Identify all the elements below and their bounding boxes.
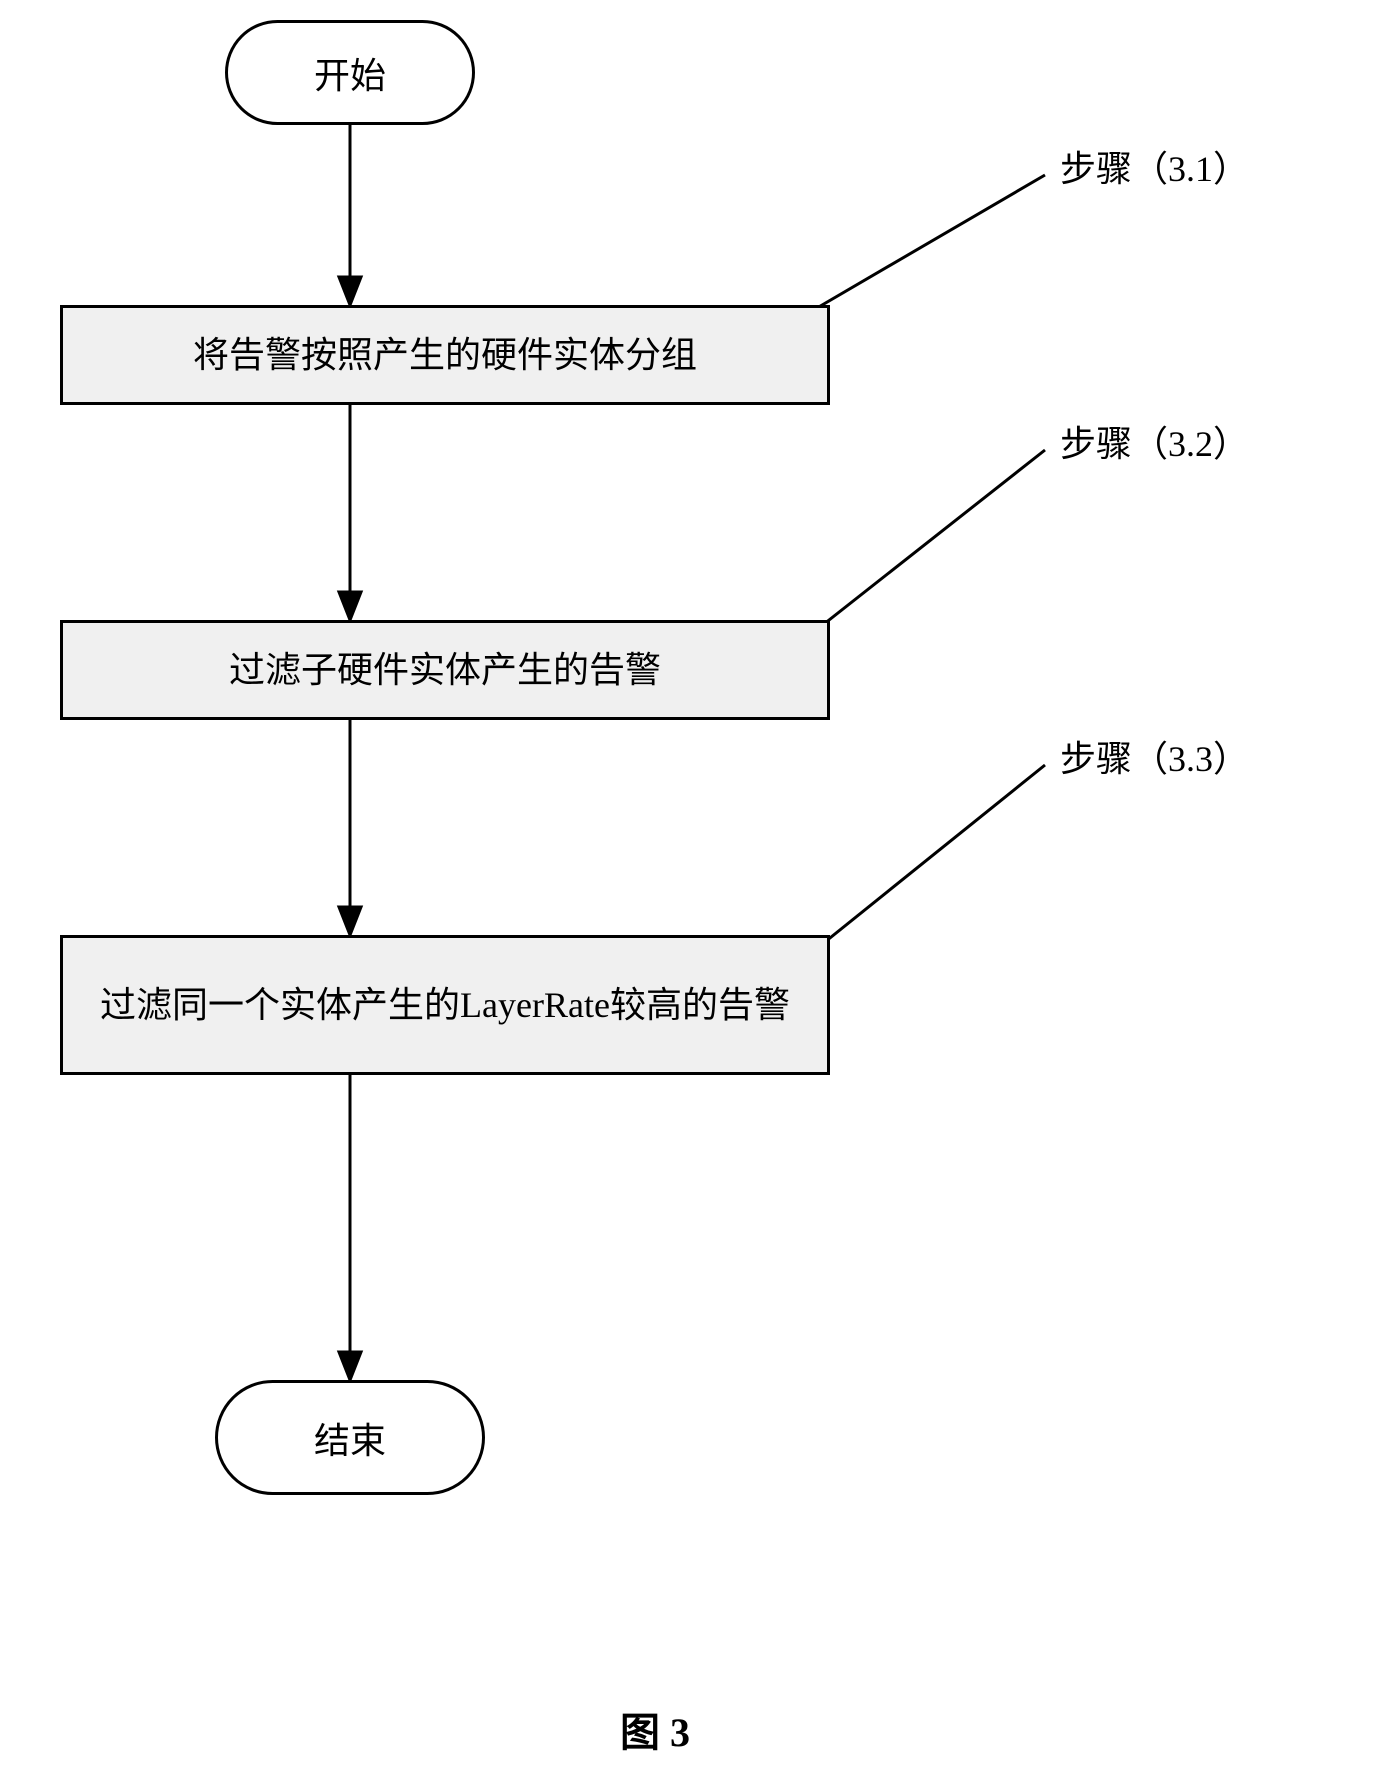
- start-label: 开始: [314, 47, 386, 99]
- diagram-canvas: 开始 将告警按照产生的硬件实体分组 过滤子硬件实体产生的告警 过滤同一个实体产生…: [0, 0, 1392, 1786]
- start-terminator: 开始: [225, 20, 475, 125]
- step-label-3-1: 步骤（3.1）: [1060, 140, 1249, 192]
- step-label-3-2: 步骤（3.2）: [1060, 415, 1249, 467]
- end-terminator: 结束: [215, 1380, 485, 1495]
- end-label: 结束: [314, 1412, 386, 1464]
- process-2-text: 过滤子硬件实体产生的告警: [229, 643, 661, 697]
- process-3-text: 过滤同一个实体产生的LayerRate较高的告警: [100, 978, 790, 1032]
- process-group-by-hardware: 将告警按照产生的硬件实体分组: [60, 305, 830, 405]
- process-1-text: 将告警按照产生的硬件实体分组: [193, 328, 697, 382]
- figure-caption: 图 3: [620, 1700, 690, 1758]
- step-label-3-3: 步骤（3.3）: [1060, 730, 1249, 782]
- connector-layer: [0, 0, 1392, 1786]
- process-filter-child-hardware: 过滤子硬件实体产生的告警: [60, 620, 830, 720]
- process-filter-layerrate: 过滤同一个实体产生的LayerRate较高的告警: [60, 935, 830, 1075]
